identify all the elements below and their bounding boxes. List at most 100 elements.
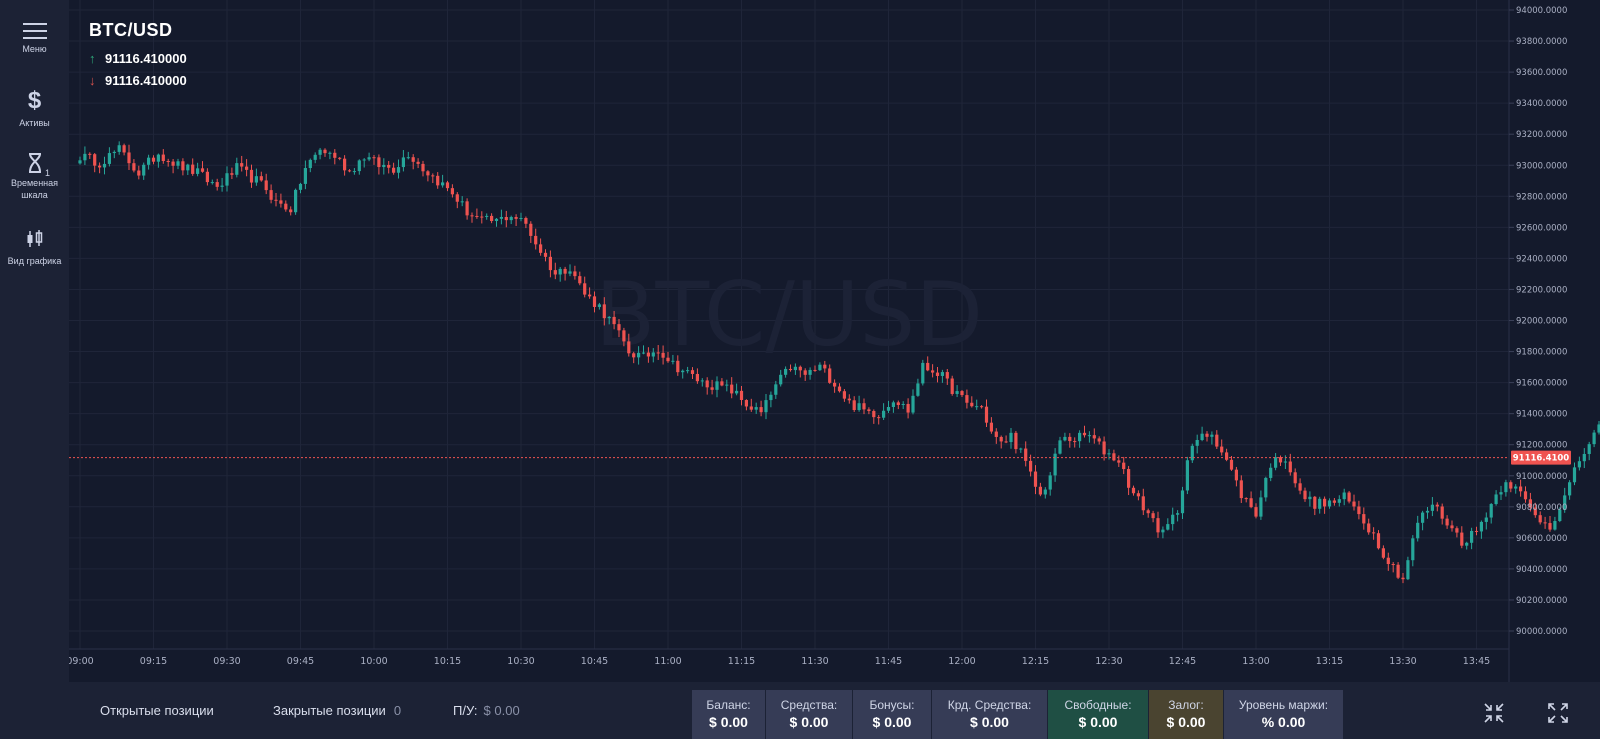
- candle-body: [112, 151, 116, 154]
- menu-label: Меню: [22, 44, 47, 54]
- candle-body: [573, 271, 577, 277]
- y-tick-label: 91200.0000: [1516, 441, 1567, 451]
- candle-body: [210, 182, 214, 184]
- candle-body: [401, 157, 405, 168]
- candle-body: [808, 369, 812, 375]
- candle-body: [338, 157, 342, 159]
- arrow-up-icon: ↑: [89, 50, 96, 66]
- timeframe-button[interactable]: 1 Временная шкала: [0, 153, 69, 201]
- candle-body: [1421, 512, 1425, 523]
- candle-body: [504, 216, 508, 221]
- candle-body: [1053, 453, 1057, 476]
- candle-body: [867, 409, 871, 412]
- candle-body: [1465, 542, 1469, 546]
- y-tick-label: 92200.0000: [1516, 285, 1567, 295]
- expand-button[interactable]: [1548, 703, 1568, 723]
- candle-body: [1063, 436, 1067, 441]
- candle-body: [1519, 486, 1523, 492]
- pl-value: $ 0.00: [483, 703, 520, 718]
- candle-body: [1303, 490, 1307, 500]
- y-tick-label: 93000.0000: [1516, 161, 1567, 171]
- candle-body: [754, 407, 758, 410]
- candle-body: [911, 395, 915, 413]
- candle-body: [284, 203, 288, 210]
- candle-body: [1269, 467, 1273, 478]
- candle-body: [646, 352, 650, 357]
- candle-body: [142, 164, 146, 176]
- candle-body: [1342, 492, 1346, 500]
- candle-body: [1151, 513, 1155, 519]
- candle-body: [1229, 459, 1234, 470]
- assets-button[interactable]: $ Активы: [0, 89, 69, 129]
- price-chart[interactable]: BTC/USD 94000.0000 93800.0000 93600.0000 93…: [69, 0, 1600, 682]
- candle-body: [940, 372, 944, 376]
- candle-body: [1323, 498, 1327, 507]
- candle-body: [955, 391, 959, 394]
- candle-body: [264, 180, 268, 191]
- candle-body: [592, 296, 597, 307]
- candle-body: [249, 169, 254, 183]
- candle-body: [676, 360, 680, 373]
- candle-body: [230, 173, 234, 175]
- y-tick-label: 90200.0000: [1516, 596, 1567, 606]
- y-tick-label: 91000.0000: [1516, 472, 1567, 482]
- candle-body: [303, 168, 307, 184]
- candle-body: [1533, 507, 1537, 516]
- candle-body: [269, 190, 273, 200]
- candle-body: [1288, 461, 1292, 473]
- candle-body: [931, 370, 935, 373]
- candle-body: [465, 201, 469, 216]
- candle-body: [681, 370, 685, 373]
- y-tick-label: 90000.0000: [1516, 627, 1567, 637]
- current-price-tag: 91116.4100: [1513, 454, 1570, 464]
- candle-body: [1347, 492, 1351, 502]
- candle-body: [1195, 440, 1199, 446]
- candle-body: [1293, 472, 1297, 484]
- candle-body: [1176, 513, 1180, 515]
- collapse-icon: [1484, 703, 1504, 723]
- candle-body: [715, 381, 719, 390]
- candle-body: [117, 145, 121, 152]
- candle-body: [788, 368, 793, 371]
- x-tick-label: 13:00: [1242, 656, 1269, 667]
- candle-body: [823, 364, 827, 369]
- candle-body: [896, 402, 900, 405]
- candle-body: [1210, 434, 1214, 437]
- x-tick-label: 09:15: [140, 656, 167, 667]
- candle-body: [494, 218, 499, 222]
- candle-body: [1225, 452, 1229, 460]
- open-positions-label: Открытые позиции: [100, 703, 214, 718]
- x-tick-label: 13:30: [1389, 656, 1416, 667]
- margin-value: $ 0.00: [1166, 714, 1206, 730]
- menu-button[interactable]: Меню: [0, 22, 69, 55]
- tab-closed-positions[interactable]: Закрытые позиции 0: [273, 682, 401, 739]
- price-tag-bg: [1511, 450, 1571, 465]
- chart-area[interactable]: BTC/USD 94000.0000 93800.0000 93600.0000 93…: [69, 0, 1600, 682]
- credit-box: Крд. Средства: $ 0.00: [932, 690, 1047, 739]
- candle-body: [83, 153, 87, 161]
- candle-body: [1406, 560, 1410, 580]
- candle-body: [362, 159, 366, 161]
- candle-body: [1386, 557, 1390, 565]
- candle-body: [485, 215, 489, 217]
- collapse-button[interactable]: [1484, 703, 1504, 723]
- candle-body: [980, 406, 984, 408]
- candle-body: [1455, 528, 1459, 533]
- candle-body: [367, 157, 371, 160]
- tab-open-positions[interactable]: Открытые позиции: [100, 682, 214, 739]
- candle-body: [1391, 564, 1395, 566]
- candle-body: [1543, 522, 1547, 524]
- candle-body: [568, 271, 572, 274]
- x-tick-label: 10:00: [360, 656, 387, 667]
- candle-body: [411, 157, 415, 162]
- candle-body: [534, 235, 538, 245]
- candle-body: [1357, 506, 1361, 515]
- candle-body: [181, 161, 185, 171]
- candle-body: [151, 157, 156, 162]
- chart-view-button[interactable]: Вид графика: [0, 229, 69, 267]
- candle-body: [1538, 515, 1542, 523]
- candle-body: [387, 164, 391, 168]
- candle-body: [1122, 462, 1126, 470]
- candle-body: [176, 161, 180, 166]
- candle-body: [524, 217, 528, 224]
